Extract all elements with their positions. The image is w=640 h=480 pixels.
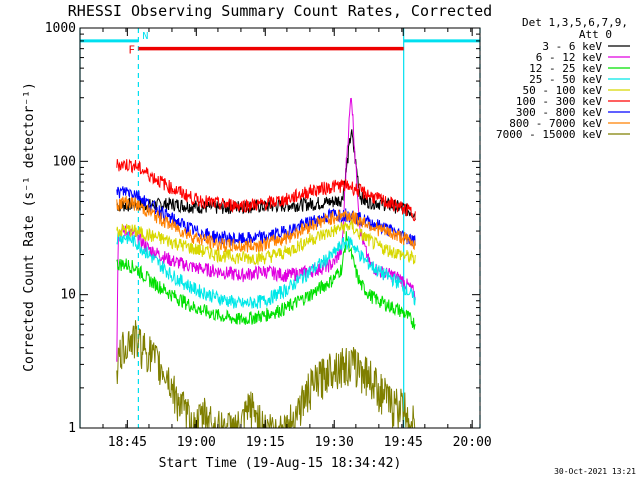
legend-label-2: 12 - 25 keV	[529, 62, 602, 75]
night-flag-label: N	[142, 31, 148, 42]
series-line-2	[116, 231, 416, 330]
x-tick-label-1: 19:00	[177, 435, 216, 450]
series-line-4	[116, 219, 416, 266]
plot-frame	[79, 27, 481, 429]
attenuator-flag-label: F	[128, 44, 135, 57]
legend-label-1: 6 - 12 keV	[536, 51, 603, 64]
series-line-5	[116, 158, 416, 222]
y-tick-label-0: 1	[68, 421, 76, 436]
x-tick-label-2: 19:15	[246, 435, 285, 450]
x-tick-label-3: 19:30	[315, 435, 354, 450]
y-tick-label-3: 1000	[45, 21, 76, 36]
legend-label-8: 7000 - 15000 keV	[496, 128, 602, 141]
y-tick-label-2: 100	[53, 154, 76, 169]
legend-label-4: 50 - 100 keV	[523, 84, 603, 97]
series-line-6	[116, 186, 416, 247]
series-line-8	[116, 320, 416, 429]
x-tick-label-0: 18:45	[108, 435, 147, 450]
footer-timestamp: 30-Oct-2021 13:21	[554, 467, 636, 476]
legend-header-line-1: Det 1,3,5,6,7,9,	[522, 16, 628, 29]
chart-title: RHESSI Observing Summary Count Rates, Co…	[68, 2, 492, 20]
x-tick-label-4: 19:45	[384, 435, 423, 450]
x-axis-label: Start Time (19-Aug-15 18:34:42)	[159, 456, 402, 471]
y-axis-label: Corrected Count Rate (s⁻¹ detector⁻¹)	[22, 82, 37, 372]
legend-label-5: 100 - 300 keV	[516, 95, 602, 108]
plot-area: NF 1 10 100 1000 18:45 19:00 19:15 19:30 19:45 20:…	[45, 21, 492, 450]
legend-label-0: 3 - 6 keV	[542, 40, 602, 53]
y-tick-label-1: 10	[60, 288, 76, 303]
legend-header-line-2: Att 0	[579, 28, 612, 41]
series-line-1	[116, 97, 416, 362]
x-tick-label-5: 20:00	[453, 435, 492, 450]
legend-label-3: 25 - 50 keV	[529, 73, 602, 86]
series-line-3	[116, 231, 416, 309]
legend-label-7: 800 - 7000 keV	[509, 117, 602, 130]
series-line-7	[116, 195, 416, 253]
legend-label-6: 300 - 800 keV	[516, 106, 602, 119]
